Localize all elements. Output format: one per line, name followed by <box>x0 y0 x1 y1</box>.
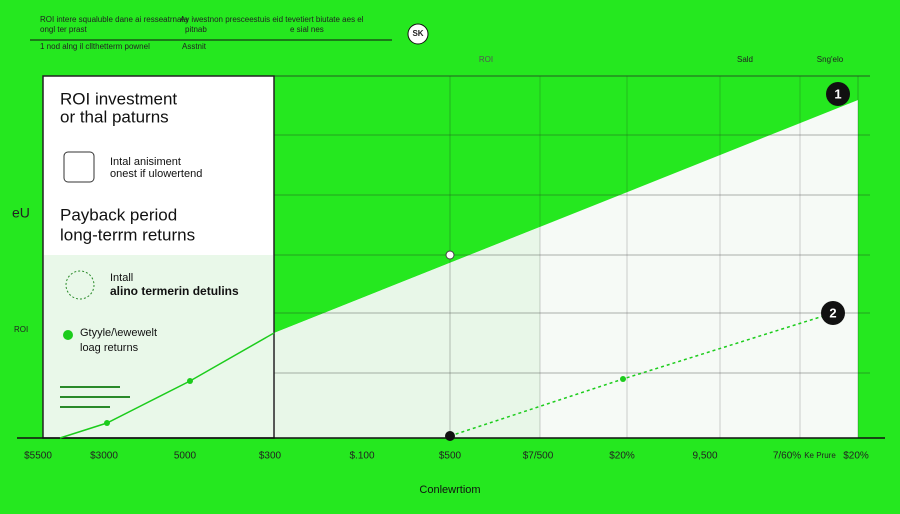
x-title: Conlewrtiom <box>419 484 480 496</box>
marker <box>826 82 850 106</box>
point <box>445 431 455 441</box>
marker <box>821 301 845 325</box>
header-text: ongl ter prast <box>40 25 87 34</box>
column-header: Sald <box>737 55 753 64</box>
side-label: eU <box>12 205 30 221</box>
x-label: $20% <box>609 451 635 462</box>
marker-label: 2 <box>829 305 836 320</box>
point <box>445 250 455 260</box>
x-label: 5000 <box>174 451 197 462</box>
panel-item: alino termerin detulins <box>110 284 239 298</box>
panel-tint <box>44 255 273 437</box>
header-text: Asstnit <box>182 42 207 51</box>
x-label: $500 <box>439 451 462 462</box>
x-label: $20% <box>843 451 869 462</box>
panel-item: Gtyyle/\ewewelt <box>80 327 157 339</box>
panel-title: or thal paturns <box>60 107 169 126</box>
badge <box>407 23 429 45</box>
header-text: Ay iwestnon presceestuis eid tevetiert b… <box>180 15 364 24</box>
panel-item: onest if ulowertend <box>110 168 202 180</box>
header-text: 1 nod alng il cllthetterm pownel <box>40 42 150 51</box>
column-header: Sng'elo <box>817 55 844 64</box>
header-text: pitnab <box>185 25 207 34</box>
panel-item: Intall <box>110 272 133 284</box>
x-label: $.100 <box>349 451 374 462</box>
panel-title: ROI investment <box>60 89 177 108</box>
icon <box>65 270 95 300</box>
panel-heading: Payback period <box>60 205 177 224</box>
panel-heading: long-terrm returns <box>60 225 195 244</box>
x-label: $300 <box>259 451 282 462</box>
x-label: $5500 <box>24 451 52 462</box>
icon <box>63 151 95 183</box>
area-tint <box>274 227 540 438</box>
x-label: 7/60% <box>773 451 801 462</box>
panel-item: loag returns <box>80 342 139 354</box>
x-label: $7/500 <box>523 451 554 462</box>
badge-text: SK <box>412 29 423 38</box>
decor-dots <box>60 386 130 408</box>
header-text: ROI intere squaluble dane ai resseatrnat… <box>40 15 189 24</box>
side-label: ROI <box>14 325 28 334</box>
column-header: ROI <box>479 55 493 64</box>
points <box>104 376 626 426</box>
marker-label: 1 <box>834 86 841 101</box>
x-label: 9,500 <box>692 451 717 462</box>
icon <box>63 330 73 340</box>
lower-line <box>59 332 275 439</box>
x-label: $3000 <box>90 451 118 462</box>
x-label: Ke Prure <box>804 451 836 460</box>
header-text: e sial nes <box>290 25 324 34</box>
panel-item: Intal anisiment <box>110 156 181 168</box>
